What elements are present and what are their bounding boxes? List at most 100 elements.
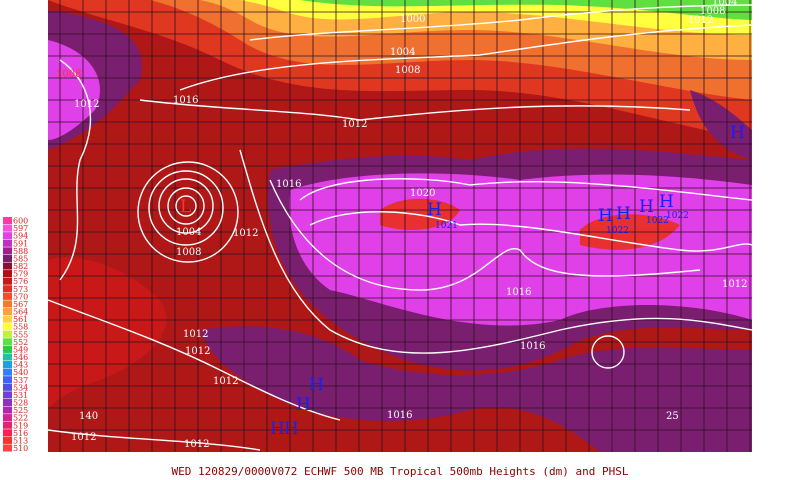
legend-swatch (3, 239, 12, 247)
legend-label: 570 (13, 292, 28, 301)
legend-label: 594 (13, 232, 28, 241)
high-marker: H (296, 395, 311, 415)
legend-label: 537 (13, 376, 28, 385)
isobar-label: 1016 (173, 95, 198, 106)
legend-label: 588 (13, 247, 28, 256)
isobar-label: 1004 (176, 227, 201, 238)
legend-swatch (3, 292, 12, 300)
legend-label: 516 (13, 429, 28, 438)
legend-label: 561 (13, 315, 28, 324)
legend-swatch (3, 361, 12, 369)
legend-swatch (3, 224, 12, 232)
legend-label: 519 (13, 421, 28, 430)
legend-swatch (3, 345, 12, 353)
high-marker: H (270, 419, 285, 439)
isobar-label: 1008 (395, 65, 420, 76)
isobar-label: 1016 (387, 410, 412, 421)
legend-label: 552 (13, 338, 28, 347)
legend-label: 534 (13, 383, 28, 392)
legend-label: 522 (13, 414, 28, 423)
legend-swatch (3, 262, 12, 270)
isobar-label: 1012 (688, 15, 713, 26)
high-marker: H (639, 197, 654, 217)
legend-label: 528 (13, 399, 28, 408)
high-marker: H (309, 375, 324, 395)
isobar-label: 1000 (400, 14, 425, 25)
map-labels: 1000 1004 1008 1016 1012 1016 1020 H 102… (56, 0, 747, 450)
map-caption: WED 120829/0000V072 ECHWF 500 MB Tropica… (172, 465, 629, 478)
legend-swatch (3, 353, 12, 361)
legend-label: 564 (13, 308, 28, 317)
isobar-label: 1004 (712, 0, 737, 8)
isobar-label: 1008 (700, 6, 725, 17)
isobar-label: 1012 (722, 279, 747, 290)
legend-label: 549 (13, 345, 28, 354)
high-marker: H (659, 192, 674, 212)
legend-label: 597 (13, 224, 28, 233)
high-value: 1022 (606, 226, 629, 236)
legend-label: 546 (13, 353, 28, 362)
legend-label: 573 (13, 285, 28, 294)
legend-label: 513 (13, 436, 28, 445)
isobars (47, 4, 753, 451)
isobar-label: 1016 (506, 287, 531, 298)
legend-label: 525 (13, 406, 28, 415)
color-legend: 6005975945915885855825795765735705675645… (3, 217, 28, 453)
isobar-label: 1012 (185, 346, 210, 357)
high-marker: H (598, 206, 613, 226)
legend-label: 579 (13, 270, 28, 279)
grid-label: 140 (79, 411, 98, 422)
low-marker: L (180, 197, 191, 217)
legend-swatch (3, 300, 12, 308)
isobar-label: 1016 (276, 179, 301, 190)
high-marker: H (284, 419, 299, 439)
legend-swatch (3, 270, 12, 278)
legend-swatch (3, 307, 12, 316)
legend-label: 585 (13, 254, 28, 263)
legend-swatch (3, 406, 12, 414)
legend-swatch (3, 315, 12, 323)
isobar-label: 1012 (342, 119, 367, 130)
isobar-label: 1016 (520, 341, 545, 352)
legend-swatch (3, 414, 12, 422)
isobar-label: 1020 (410, 188, 435, 199)
isobar-label: 1012 (74, 99, 99, 110)
legend-swatch (3, 254, 12, 262)
isobar-label: 1012 (183, 329, 208, 340)
isobar-label: 1004 (390, 47, 415, 58)
legend-swatch (3, 429, 12, 437)
legend-swatch (3, 376, 12, 384)
isobar-label: 1012 (213, 376, 238, 387)
legend-label: 543 (13, 361, 28, 370)
legend-swatch (3, 391, 12, 399)
high-value: 1022 (666, 211, 689, 221)
legend-swatch (3, 421, 12, 429)
high-value: 1022 (646, 216, 669, 226)
legend-swatch (3, 323, 12, 331)
isobar-label: 1008 (56, 69, 81, 80)
legend-swatch (3, 398, 12, 407)
legend-swatch (3, 436, 12, 444)
high-value: 1021 (435, 221, 458, 231)
legend-label: 576 (13, 277, 28, 286)
legend-label: 600 (13, 217, 28, 226)
legend-swatch (3, 277, 12, 285)
legend-label: 531 (13, 391, 28, 400)
legend-label: 510 (13, 444, 28, 453)
legend-swatch (3, 368, 12, 376)
legend-label: 582 (13, 262, 28, 271)
high-marker: H (616, 204, 631, 224)
legend-swatch (3, 330, 12, 338)
legend-swatch (3, 232, 12, 240)
isobar-label: 1012 (184, 439, 209, 450)
legend-swatch (3, 444, 12, 452)
legend-swatch (3, 338, 12, 346)
legend-label: 567 (13, 300, 28, 309)
legend-label: 558 (13, 323, 28, 332)
grid-label: 25 (666, 411, 679, 422)
legend-swatch (3, 247, 12, 255)
isobar-label: 1008 (176, 247, 201, 258)
legend-label: 555 (13, 330, 28, 339)
legend-swatch (3, 285, 12, 293)
